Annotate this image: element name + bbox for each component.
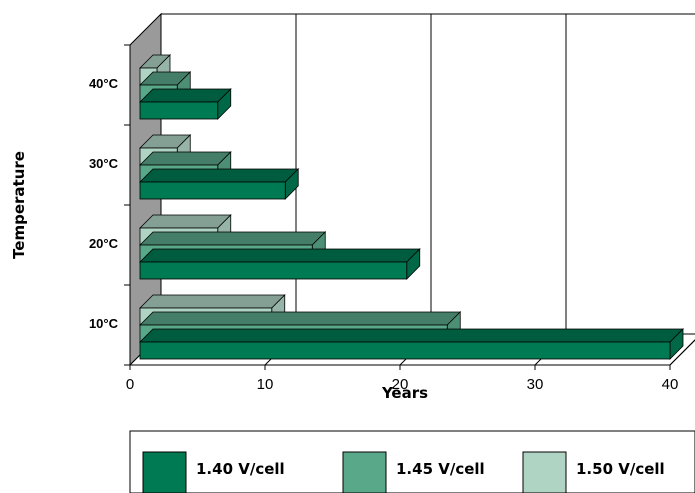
bars	[139, 54, 684, 360]
legend-label: 1.45 V/cell	[396, 460, 485, 478]
bar	[139, 168, 300, 200]
y-tick-label: 40°C	[89, 76, 119, 91]
x-tick-label: 10	[257, 376, 274, 393]
legend-label: 1.40 V/cell	[196, 460, 285, 478]
y-tick-label: 20°C	[89, 236, 119, 251]
bar	[139, 328, 684, 360]
y-axis-title: Temperature	[10, 151, 28, 259]
y-tick-label: 30°C	[89, 156, 119, 171]
x-tick-label: 30	[527, 376, 544, 393]
x-tick-label: 0	[126, 376, 134, 393]
x-tick-label: 20	[392, 376, 409, 393]
legend-label: 1.50 V/cell	[576, 460, 665, 478]
legend-swatch	[522, 451, 567, 493]
x-tick-label: 40	[662, 376, 679, 393]
x-axis-title: Years	[381, 384, 428, 402]
axes: 10°C 20°C 30°C 40°C 0 10 20 30 40	[89, 44, 679, 393]
bar	[139, 248, 421, 280]
bar	[139, 88, 232, 120]
legend-box	[129, 430, 695, 493]
legend: 1.40 V/cell 1.45 V/cell 1.50 V/cell	[129, 430, 695, 493]
floor-gridline	[669, 339, 695, 366]
legend-swatch	[342, 451, 387, 493]
legend-swatch	[142, 451, 187, 493]
y-tick-label: 10°C	[89, 316, 119, 331]
